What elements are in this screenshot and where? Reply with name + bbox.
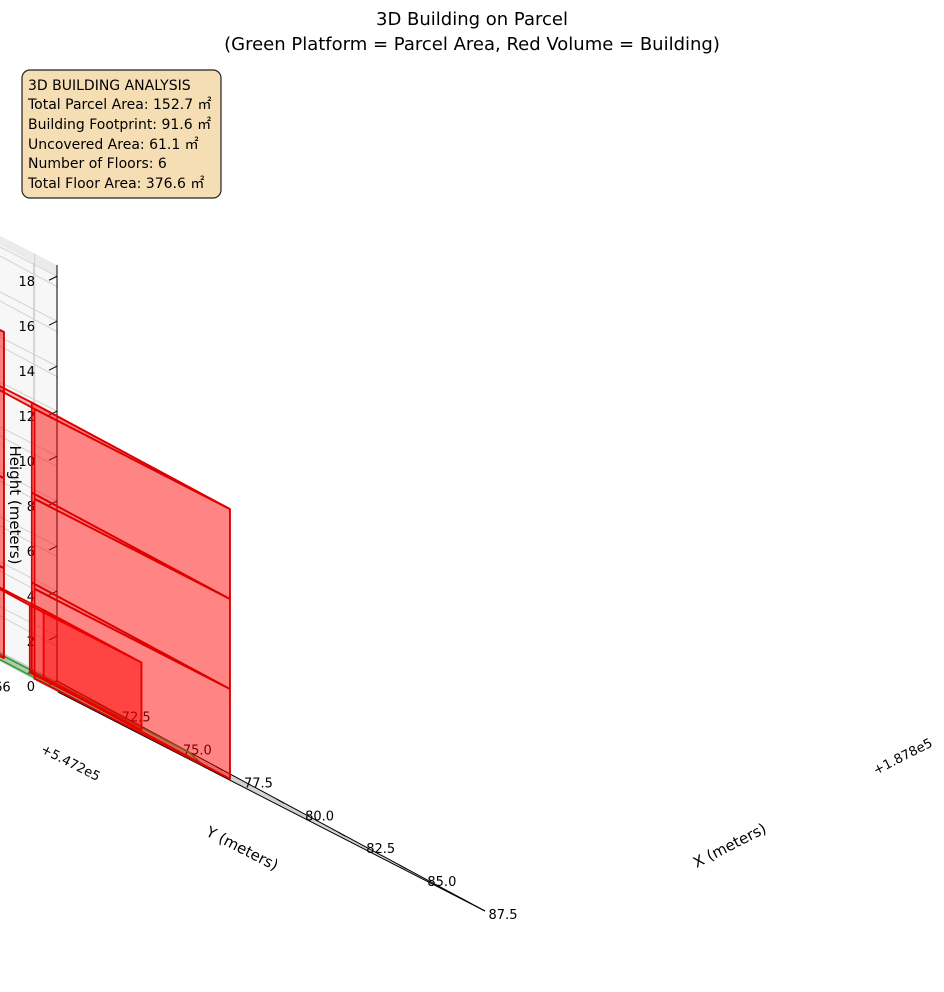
grid-line-y [0,651,408,872]
floor-line [31,491,231,600]
y-axis-line [56,680,486,912]
z-tick-label: 2 [27,635,35,650]
x-tick-mark [93,700,101,706]
z-axis-label: Height (meters) [6,446,24,565]
building-face [33,407,231,780]
y-tick-label: 66 [0,681,11,696]
z-tick-mark [48,365,58,371]
z-tick-label: 10 [18,455,35,470]
z-tick-mark [48,455,58,461]
z-tick-mark [48,545,58,551]
y-offset-label: +5.472e5 [38,742,102,785]
z-tick-label: 0 [27,680,35,695]
x-tick-label: 75.0 [183,744,212,759]
floor-line [0,564,5,570]
x-tick-label: 80.0 [305,809,334,824]
x-tick-mark [215,765,224,771]
info-box: 3D BUILDING ANALYSIS Total Parcel Area: … [21,69,222,199]
x-tick-label: 82.5 [366,842,395,857]
x-tick-mark [276,798,285,804]
info-line: Number of Floors: 6 [28,156,167,172]
floor-line [31,581,231,690]
z-tick-label: 8 [27,500,35,515]
chart-marks [0,328,231,780]
x-offset-label: +1.878e5 [871,736,935,779]
grid-line-y [0,657,184,757]
z-tick-label: 18 [18,275,35,290]
building-face [0,329,5,659]
z-tick-mark [48,275,58,281]
floor-line [0,474,5,480]
info-line: Building Footprint: 91.6 ㎡ [28,117,211,133]
x-axis-label: X (meters) [690,819,769,871]
building-face [0,328,5,334]
info-line: Total Parcel Area: 152.7 ㎡ [27,97,212,113]
z-tick-label: 14 [18,365,35,380]
x-tick-mark [460,897,468,903]
info-line: Total Floor Area: 376.6 ㎡ [27,176,204,192]
z-tick-label: 12 [18,410,35,425]
chart-subtitle: (Green Platform = Parcel Area, Red Volum… [224,34,720,55]
z-tick-mark [48,320,58,326]
x-axis-line [57,691,486,912]
x-tick-label: 87.5 [489,908,518,923]
x-tick-mark [338,831,346,837]
z-tick-mark [48,635,58,641]
x-tick-label: 85.0 [427,875,456,890]
x-tick-mark [399,864,407,870]
x-tick-label: 77.5 [244,776,273,791]
z-tick-label: 4 [27,590,35,605]
y-axis-label: Y (meters) [202,822,281,874]
building-face [0,385,231,511]
chart-title: 3D Building on Parcel [376,9,568,30]
grid-line-y [0,653,352,843]
info-heading: 3D BUILDING ANALYSIS [28,78,191,94]
right-wall-pane [0,244,58,692]
z-tick-label: 16 [18,320,35,335]
z-tick-label: 6 [27,545,35,560]
info-line: Uncovered Area: 61.1 ㎡ [28,137,199,153]
